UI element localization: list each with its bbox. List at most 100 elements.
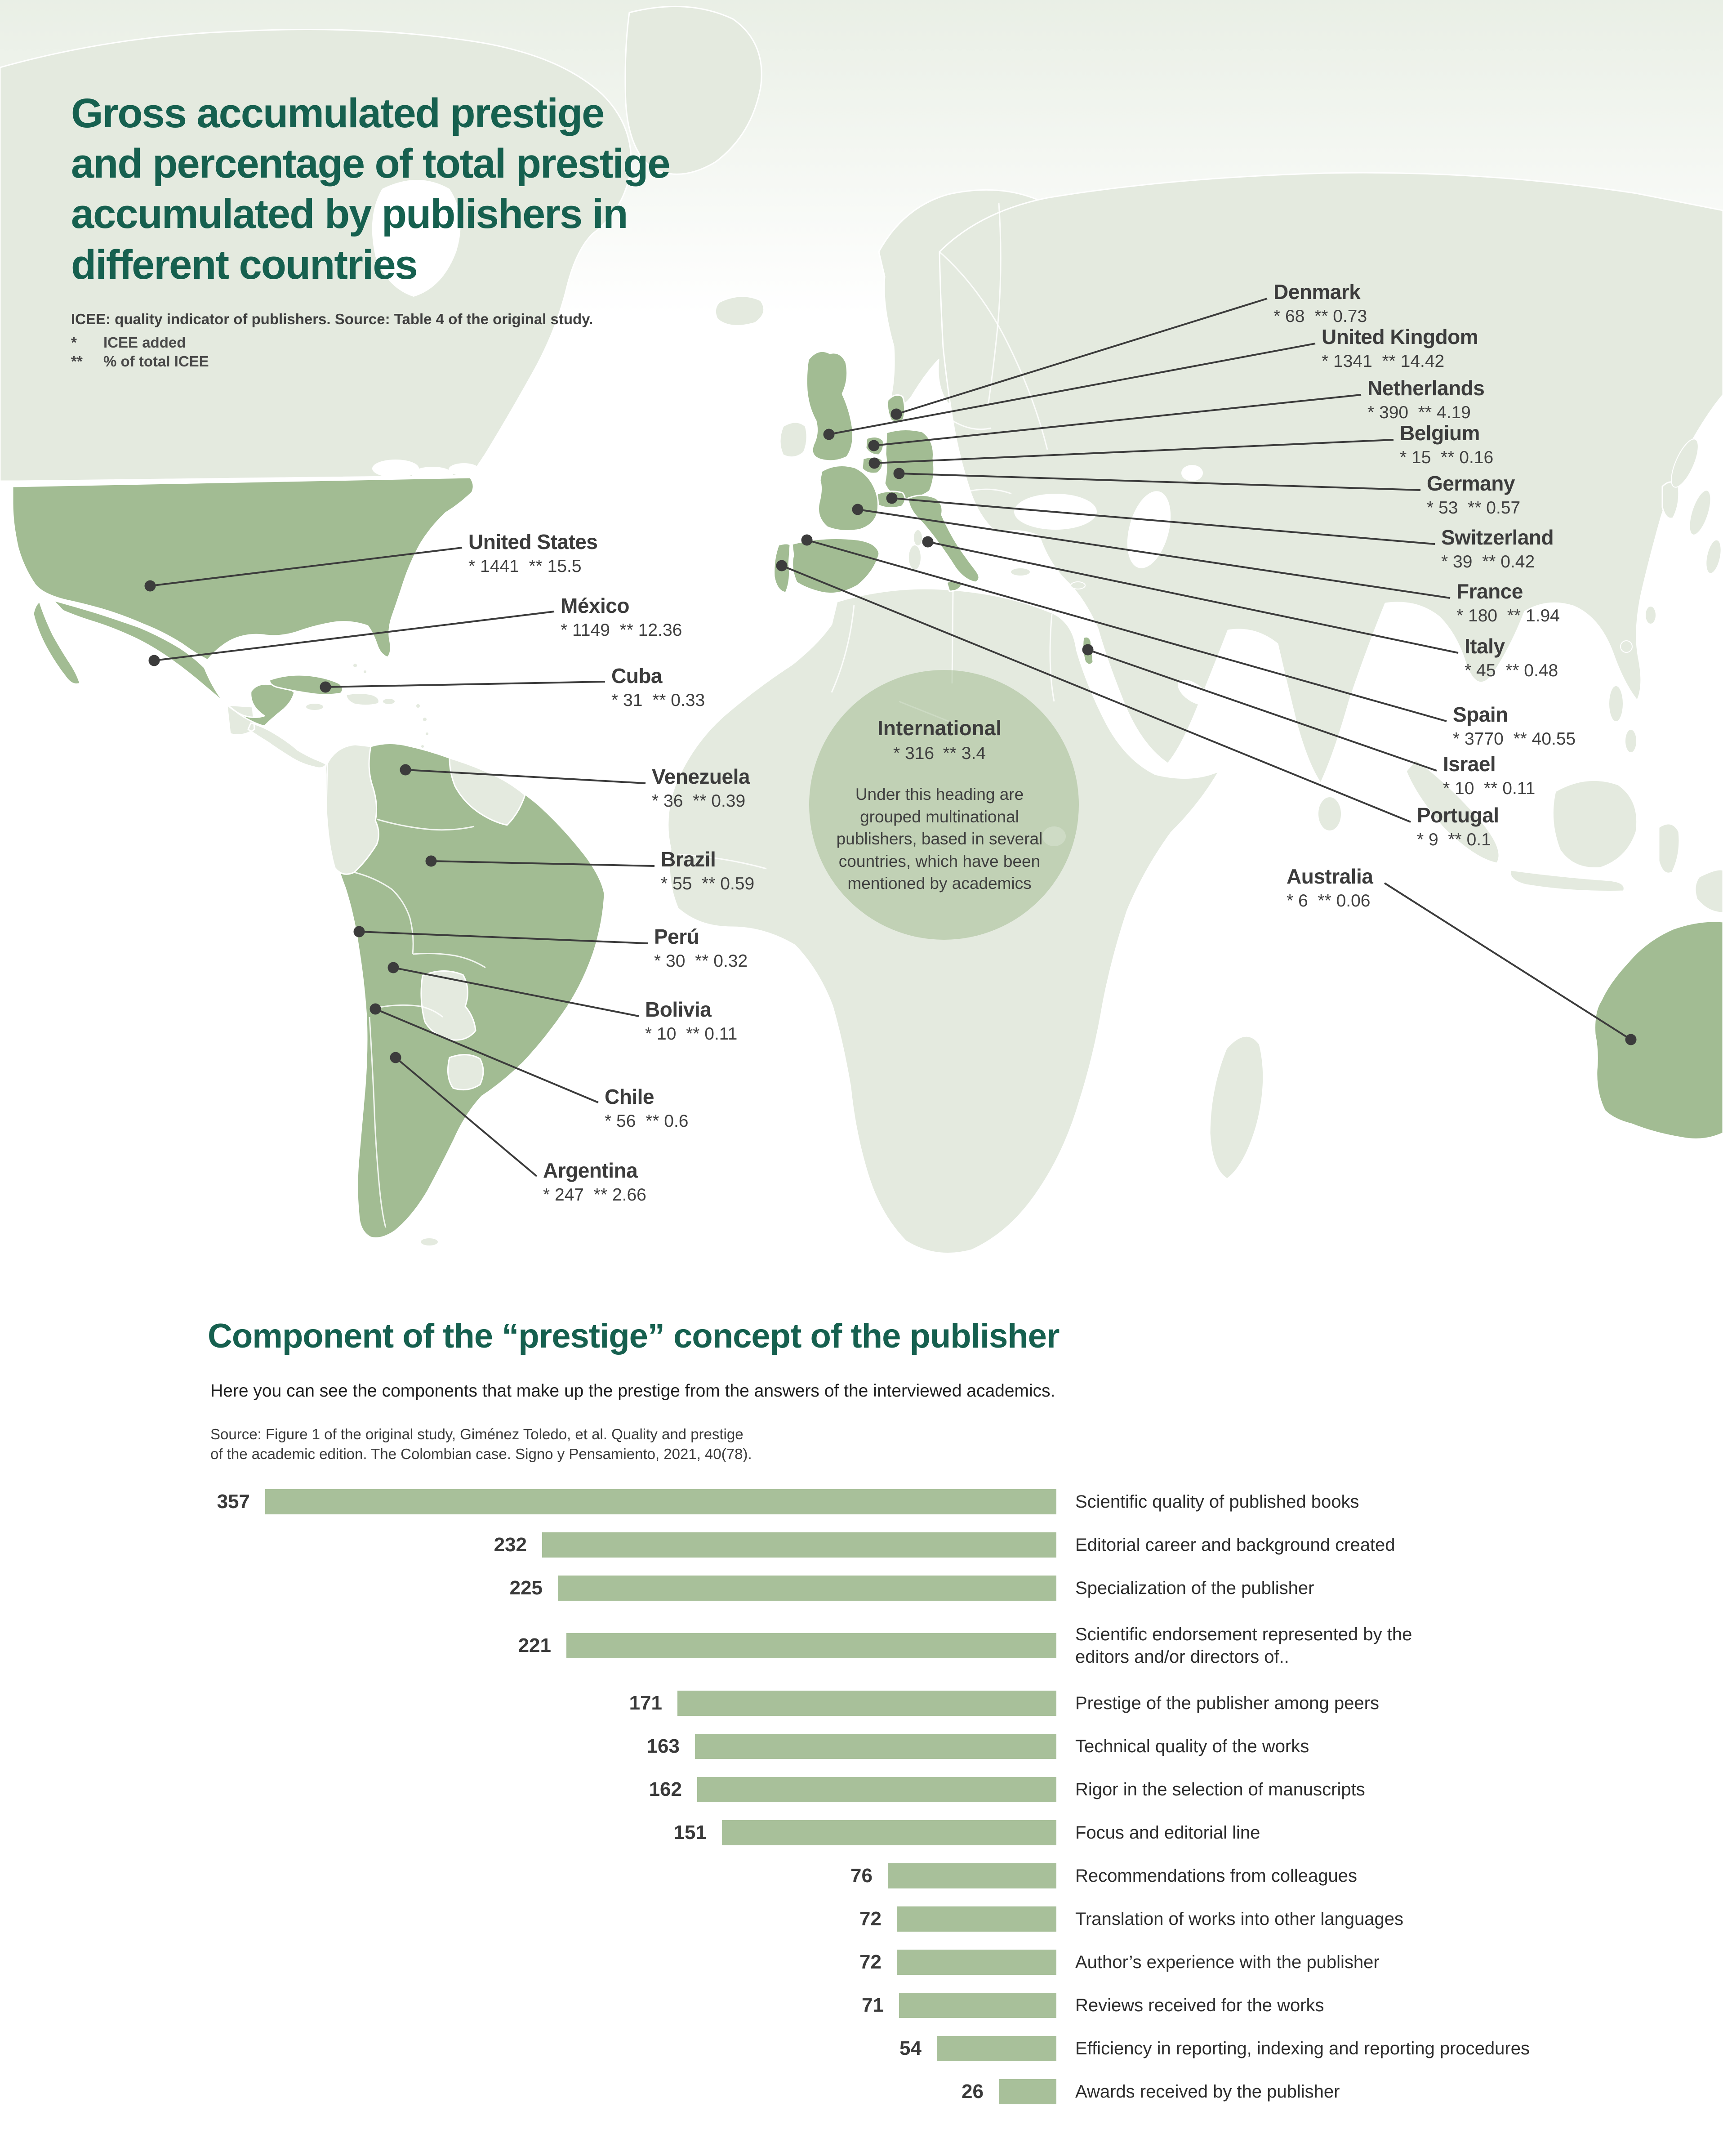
bar-category-label: Specialization of the publisher xyxy=(1075,1578,1314,1598)
country-shape-mexico xyxy=(52,599,295,727)
bar-rect xyxy=(542,1532,1056,1558)
country-values: * 36 ** 0.39 xyxy=(652,791,746,811)
bar-value: 54 xyxy=(899,2037,922,2059)
legend-marker-1: * xyxy=(71,334,77,351)
map-dot-australia xyxy=(1625,1034,1637,1045)
country-name: Netherlands xyxy=(1367,376,1485,400)
bar-category-label: Rigor in the selection of manuscripts xyxy=(1075,1780,1365,1799)
country-name: Germany xyxy=(1427,472,1515,495)
leader-line-israel xyxy=(1087,649,1437,772)
bar-category-label: Author’s experience with the publisher xyxy=(1075,1952,1380,1972)
country-label-denmark: Denmark * 68 ** 0.73 xyxy=(1273,280,1367,326)
chart-section-subtitle: Here you can see the components that mak… xyxy=(210,1381,1055,1401)
country-shape-uk xyxy=(806,350,854,462)
bar-rect xyxy=(558,1576,1056,1601)
map-dot-chile xyxy=(370,1003,381,1015)
bar-row: 162 Rigor in the selection of manuscripts xyxy=(0,1777,1723,1802)
international-name: International xyxy=(877,716,1002,740)
bar-row: 76 Recommendations from colleagues xyxy=(0,1863,1723,1888)
bar-row: 357 Scientific quality of published books xyxy=(0,1489,1723,1514)
country-name: Argentina xyxy=(543,1159,638,1182)
country-shape-spain xyxy=(791,538,880,594)
international-description: Under this heading are grouped multinati… xyxy=(836,785,1043,893)
country-values: * 31 ** 0.33 xyxy=(611,691,705,710)
country-name: Cuba xyxy=(611,664,663,687)
land-greenland xyxy=(624,5,762,175)
land-java xyxy=(1509,869,1625,892)
country-label-spain: Spain * 3770 ** 40.55 xyxy=(1453,702,1576,749)
small-islands xyxy=(305,438,1722,1246)
leader-line-m-xico xyxy=(154,611,555,661)
country-values: * 39 ** 0.42 xyxy=(1441,552,1535,571)
land-colombia-ecuador xyxy=(325,744,379,875)
map-dot-united-kingdom xyxy=(823,429,835,440)
country-name: Perú xyxy=(654,925,699,948)
leader-line-united-kingdom xyxy=(828,343,1316,435)
map-dot-m-xico xyxy=(148,655,160,666)
land-iceland xyxy=(714,295,765,326)
country-label-germany: Germany * 53 ** 0.57 xyxy=(1427,471,1520,518)
country-values: * 56 ** 0.6 xyxy=(605,1111,689,1131)
bar-row: 151 Focus and editorial line xyxy=(0,1820,1723,1845)
country-shape-baja xyxy=(32,601,81,685)
legend-icee-label: ICEE added xyxy=(103,334,186,351)
land-borneo xyxy=(1552,779,1638,869)
bar-rect xyxy=(265,1489,1056,1514)
map-dot-venezuela xyxy=(400,764,411,776)
bar-value: 26 xyxy=(962,2080,984,2102)
chart-section-title: Component of the “prestige” concept of t… xyxy=(208,1317,1060,1355)
country-name: México xyxy=(561,594,629,617)
land-madagascar xyxy=(1209,1035,1264,1180)
bar-value: 171 xyxy=(629,1692,662,1714)
country-label-israel: Israel * 10 ** 0.11 xyxy=(1443,752,1535,799)
map-dot-portugal xyxy=(776,560,788,571)
country-values: * 6 ** 0.06 xyxy=(1287,891,1371,911)
international-values: * 316 ** 3.4 xyxy=(893,744,986,763)
country-label-united-kingdom: United Kingdom * 1341 ** 14.42 xyxy=(1322,325,1478,371)
leader-line-spain xyxy=(806,539,1447,722)
leader-line-united-states xyxy=(150,547,463,587)
country-values: * 390 ** 4.19 xyxy=(1367,403,1471,422)
bar-category-label: Efficiency in reporting, indexing and re… xyxy=(1075,2039,1530,2058)
leader-line-bolivia xyxy=(393,967,639,1017)
bar-row: 71 Reviews received for the works xyxy=(0,1993,1723,2018)
bar-rect xyxy=(697,1777,1056,1802)
bar-category-label: Recommendations from colleagues xyxy=(1075,1866,1357,1886)
legend-pct-label: % of total ICEE xyxy=(103,353,209,370)
map-dot-switzerland xyxy=(886,492,898,504)
map-dot-cuba xyxy=(320,681,331,693)
leader-line-chile xyxy=(375,1008,599,1103)
country-label-cuba: Cuba * 31 ** 0.33 xyxy=(611,664,705,710)
map-dot-italy xyxy=(922,536,934,548)
land-ireland xyxy=(779,421,808,458)
country-values: * 1441 ** 15.5 xyxy=(468,557,582,576)
country-values: * 53 ** 0.57 xyxy=(1427,498,1521,518)
map-dot-netherlands xyxy=(868,440,880,451)
bar-rect xyxy=(695,1734,1056,1759)
bar-rect xyxy=(566,1633,1056,1658)
bar-value: 357 xyxy=(217,1491,250,1513)
map-dot-denmark xyxy=(890,408,902,420)
leader-line-cuba xyxy=(325,681,605,688)
bar-rect xyxy=(899,1993,1056,2018)
map-dot-germany xyxy=(893,468,905,479)
country-values: * 180 ** 1.94 xyxy=(1456,606,1560,625)
leader-line-germany xyxy=(899,473,1421,491)
bar-row: 72 Translation of works into other langua… xyxy=(0,1906,1723,1932)
country-name: Italy xyxy=(1465,634,1505,658)
country-values: * 15 ** 0.16 xyxy=(1400,448,1494,467)
bar-row: 26 Awards received by the publisher xyxy=(0,2079,1723,2104)
bar-rect xyxy=(677,1691,1056,1716)
leader-line-switzerland xyxy=(891,497,1435,545)
map-dot-france xyxy=(852,504,864,515)
page-title: Gross accumulated prestige and percentag… xyxy=(71,90,671,288)
map-dot-brazil xyxy=(425,855,437,867)
land-canada xyxy=(0,29,632,482)
country-label-per-: Perú * 30 ** 0.32 xyxy=(654,924,748,971)
bar-row: 54 Efficiency in reporting, indexing and … xyxy=(0,2036,1723,2061)
land-paraguay xyxy=(420,970,476,1041)
leader-line-brazil xyxy=(431,860,655,867)
country-name: Bolivia xyxy=(645,998,712,1021)
country-label-m-xico: México * 1149 ** 12.36 xyxy=(561,594,682,640)
country-name: Spain xyxy=(1453,703,1508,726)
